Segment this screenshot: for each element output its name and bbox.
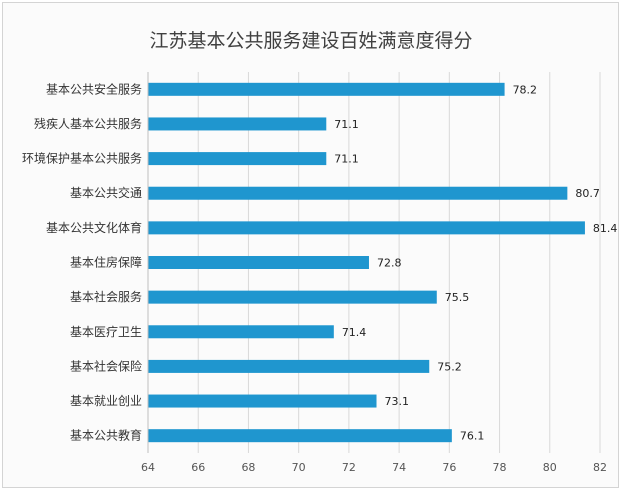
bar	[148, 394, 377, 408]
bar	[148, 359, 430, 373]
x-tick-label: 66	[191, 461, 205, 474]
x-tick-label: 78	[493, 461, 507, 474]
bar	[148, 186, 568, 200]
bar	[148, 117, 327, 131]
category-label: 基本社会服务	[70, 289, 142, 304]
bar	[148, 221, 585, 235]
bar	[148, 429, 452, 443]
category-label: 基本社会保险	[70, 358, 142, 373]
value-label: 73.1	[385, 395, 410, 408]
gridlines	[197, 72, 601, 453]
value-label: 71.1	[334, 118, 359, 131]
bar	[148, 82, 505, 96]
x-tick-label: 80	[543, 461, 557, 474]
category-label: 基本公共教育	[70, 428, 142, 443]
category-label: 基本住房保障	[70, 255, 142, 270]
category-label: 基本就业创业	[70, 394, 142, 408]
category-label: 环境保护基本公共服务	[22, 151, 142, 166]
value-label: 76.1	[460, 430, 485, 443]
bar	[148, 325, 334, 339]
category-label: 基本公共安全服务	[46, 81, 142, 96]
category-label: 残疾人基本公共服务	[34, 116, 142, 131]
bar	[148, 256, 369, 269]
x-tick-labels: 64 66 68 70 72 74 76 78 80 82	[141, 461, 607, 474]
value-label: 80.7	[575, 187, 600, 200]
x-tick-label: 70	[292, 461, 306, 474]
value-label: 78.2	[513, 83, 538, 96]
category-labels: 基本公共安全服务残疾人基本公共服务环境保护基本公共服务基本公共交通基本公共文化体…	[22, 81, 142, 442]
value-label: 81.4	[593, 222, 618, 235]
category-label: 基本医疗卫生	[70, 325, 142, 339]
x-tick-label: 76	[442, 461, 456, 474]
x-tick-label: 74	[392, 461, 406, 474]
chart-title: 江苏基本公共服务建设百姓满意度得分	[149, 30, 472, 52]
category-label: 基本公共交通	[70, 185, 142, 200]
bar	[148, 290, 437, 304]
value-label: 75.2	[437, 360, 462, 373]
value-label: 72.8	[377, 257, 402, 270]
x-tick-label: 68	[241, 461, 255, 474]
value-labels: 78.2 71.1 71.1 80.7 81.4 72.8 75.5 71.4 75.2 73.1…	[334, 83, 617, 442]
bars	[148, 82, 585, 443]
value-label: 71.4	[342, 326, 367, 339]
x-tick-label: 64	[141, 461, 155, 474]
x-tick-label: 72	[342, 461, 356, 474]
value-label: 75.5	[445, 291, 470, 304]
category-label: 基本公共文化体育	[46, 220, 142, 235]
bar	[148, 152, 327, 166]
value-label: 71.1	[334, 153, 359, 166]
x-tick-label: 82	[593, 461, 607, 474]
